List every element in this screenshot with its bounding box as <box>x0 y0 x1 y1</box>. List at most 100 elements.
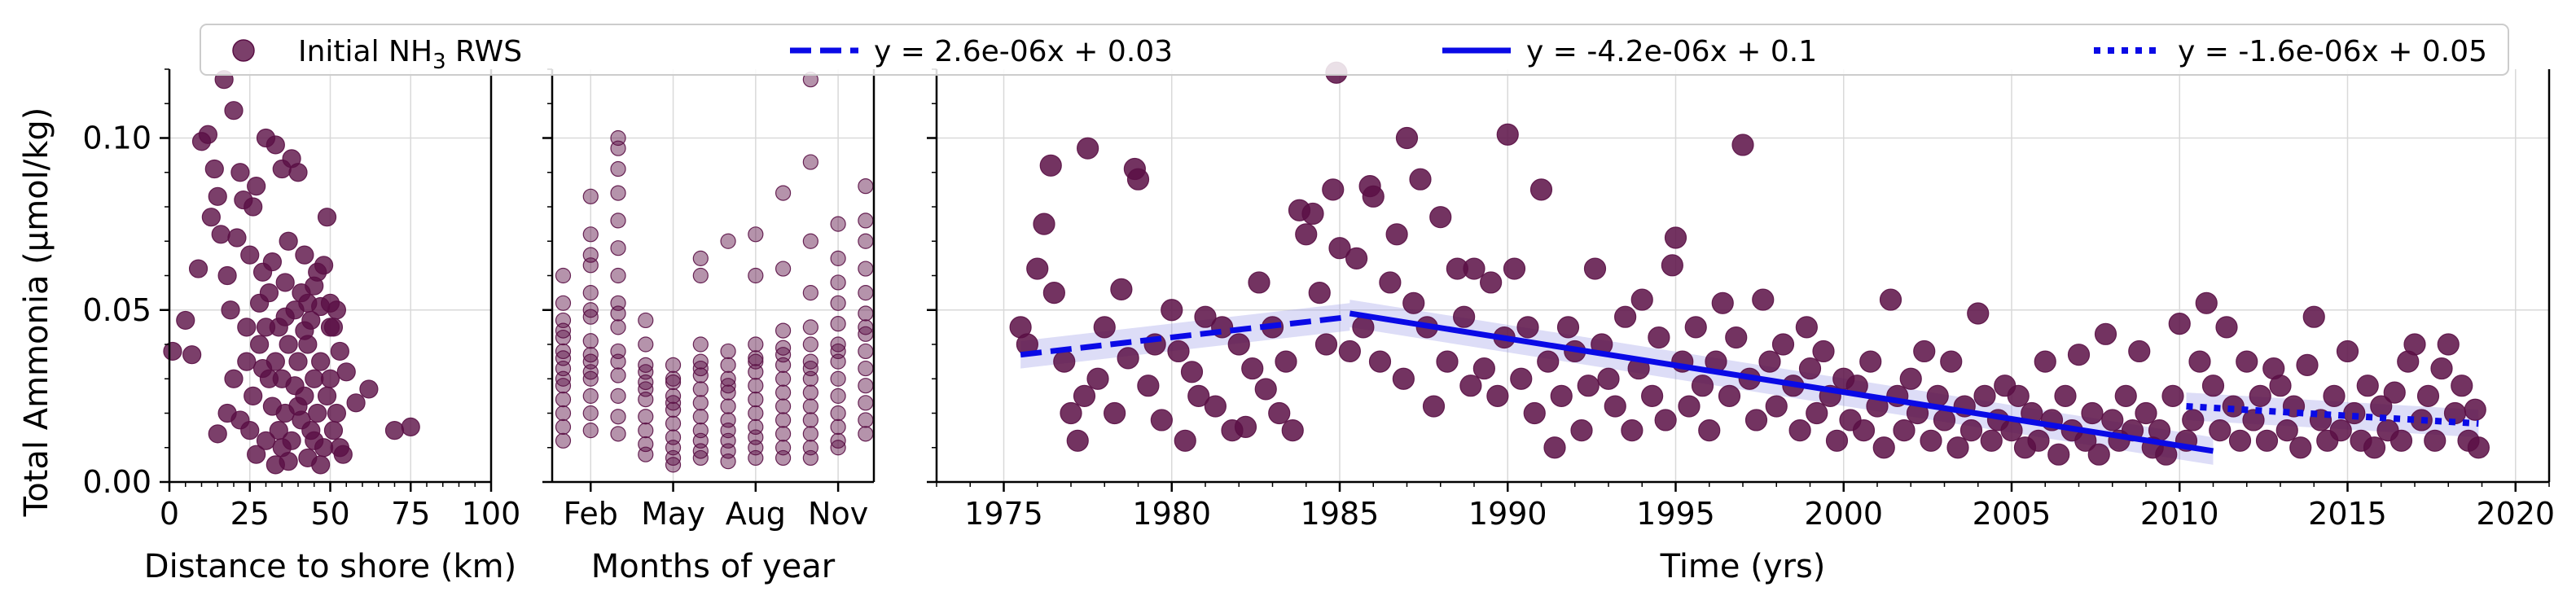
data-point <box>1641 384 1664 407</box>
data-point <box>1241 357 1264 380</box>
data-point <box>227 228 247 248</box>
data-point <box>802 154 818 170</box>
data-point <box>198 125 217 144</box>
x-tick-label: Nov <box>808 496 868 532</box>
data-point <box>1463 257 1485 280</box>
data-point <box>1060 401 1082 425</box>
data-point <box>775 347 792 363</box>
data-point <box>802 285 818 301</box>
data-point <box>720 453 736 470</box>
data-point <box>295 245 314 265</box>
data-point <box>1812 340 1835 363</box>
data-point <box>1973 384 1996 407</box>
data-point <box>2114 384 2137 407</box>
data-point <box>1187 384 1210 407</box>
data-point <box>1583 257 1607 280</box>
data-point <box>775 322 792 339</box>
data-point <box>2209 419 2232 442</box>
data-point <box>858 343 874 360</box>
data-point <box>748 350 764 366</box>
data-point <box>720 233 736 249</box>
data-point <box>555 418 572 436</box>
data-point <box>748 392 764 408</box>
data-point <box>638 336 654 353</box>
data-point <box>2451 375 2473 397</box>
data-point <box>1042 282 1065 304</box>
data-point <box>692 360 709 377</box>
data-point <box>2182 409 2205 432</box>
data-point <box>638 364 654 380</box>
data-point <box>665 357 682 373</box>
data-point <box>610 140 626 156</box>
data-point <box>176 310 195 331</box>
data-point <box>638 409 654 425</box>
data-point <box>1322 178 1345 201</box>
data-point <box>1550 384 1573 407</box>
data-point <box>2296 353 2319 376</box>
legend-label-solid-fit: y = -4.2e-06x + 0.1 <box>1526 35 1817 68</box>
data-point <box>858 426 874 442</box>
data-point <box>748 353 764 370</box>
data-point <box>2054 384 2077 407</box>
data-point <box>1765 395 1788 418</box>
data-point <box>1879 288 1902 311</box>
data-point <box>320 369 340 388</box>
data-point <box>311 455 331 475</box>
data-point <box>1281 419 1304 442</box>
data-point <box>582 388 599 404</box>
data-point <box>1161 299 1183 322</box>
data-point <box>1758 350 1781 373</box>
data-point <box>1248 271 1270 294</box>
data-point <box>1967 302 1990 325</box>
data-point <box>244 386 263 405</box>
data-point <box>2007 384 2030 407</box>
data-point <box>317 386 337 405</box>
data-point <box>1254 378 1277 401</box>
data-point <box>208 424 227 444</box>
data-point <box>2403 333 2426 356</box>
x-tick-label: Feb <box>564 496 618 532</box>
data-point <box>2101 409 2124 432</box>
data-point <box>858 395 874 411</box>
fit-line-dashed <box>1020 313 1350 358</box>
data-point <box>2067 344 2091 366</box>
data-point <box>240 245 260 265</box>
data-point <box>858 412 874 428</box>
data-point <box>1180 361 1204 383</box>
data-point <box>582 347 599 363</box>
data-point <box>1472 357 1495 380</box>
data-point <box>1920 429 1942 452</box>
data-point <box>858 233 874 249</box>
data-point <box>858 360 874 377</box>
data-point <box>259 283 279 303</box>
data-point <box>359 379 379 399</box>
data-point <box>555 295 572 311</box>
x-tick-label: 2015 <box>2308 496 2387 532</box>
data-point <box>333 445 353 464</box>
data-point <box>1654 409 1677 432</box>
data-point <box>346 393 366 413</box>
data-point <box>1872 436 1895 459</box>
data-point <box>2081 401 2104 425</box>
data-point <box>1510 367 1533 390</box>
data-point <box>1980 429 2003 452</box>
data-point <box>858 285 874 301</box>
data-point <box>748 405 764 422</box>
data-point <box>1194 305 1217 328</box>
data-point <box>830 216 846 232</box>
data-point <box>802 449 818 467</box>
data-point <box>2430 357 2453 380</box>
data-point <box>1648 326 1670 349</box>
data-point <box>858 305 874 322</box>
x-axis-label: Time (yrs) <box>1660 548 1826 585</box>
data-point <box>775 185 792 201</box>
data-point <box>610 212 626 229</box>
data-point <box>2195 291 2218 314</box>
data-point <box>288 352 308 371</box>
data-point <box>692 250 709 266</box>
data-point <box>2201 375 2225 397</box>
data-point <box>1959 419 1983 442</box>
data-point <box>256 431 276 450</box>
data-point <box>250 335 270 354</box>
data-point <box>692 395 709 411</box>
